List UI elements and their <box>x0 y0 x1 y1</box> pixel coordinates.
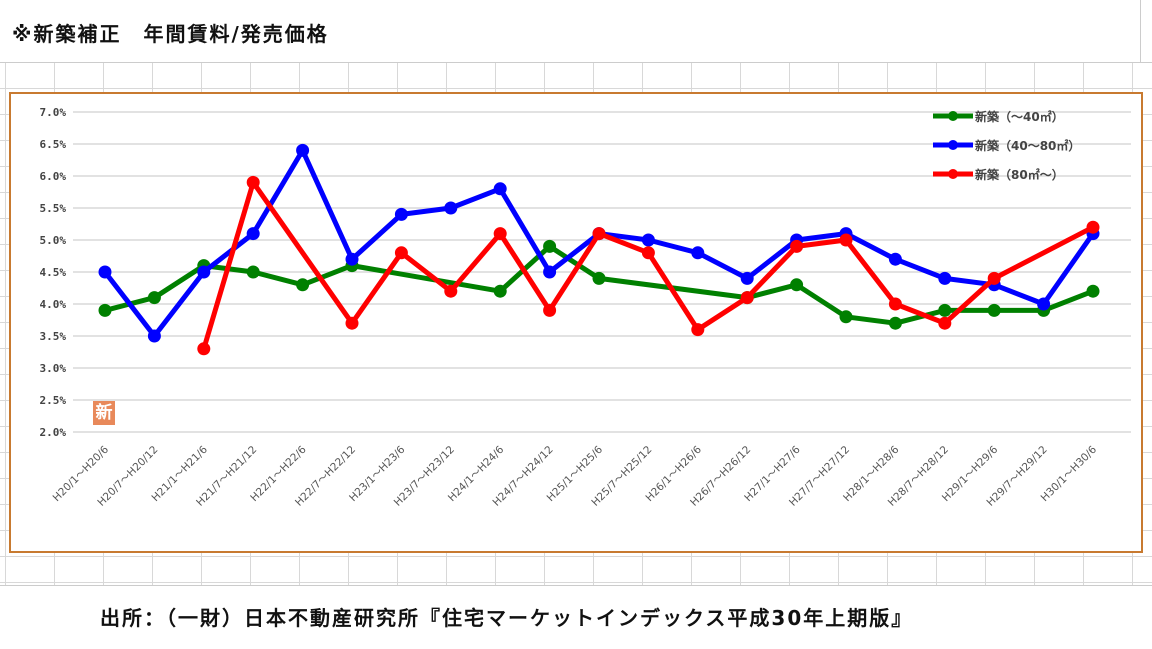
data-point <box>888 297 902 311</box>
data-point <box>246 265 260 279</box>
y-tick-label: 6.0% <box>40 170 67 183</box>
data-point <box>543 239 557 253</box>
y-tick-label: 4.5% <box>40 266 67 279</box>
data-point <box>987 271 1001 285</box>
page-title: ※新築補正 年間賃料/発売価格 <box>12 22 329 46</box>
data-point <box>147 291 161 305</box>
data-point <box>246 227 260 241</box>
data-point <box>592 271 606 285</box>
data-point <box>543 303 557 317</box>
data-point <box>790 239 804 253</box>
data-point <box>691 246 705 260</box>
data-point <box>493 182 507 196</box>
data-point <box>345 316 359 330</box>
header-band <box>0 0 1152 63</box>
data-point <box>641 233 655 247</box>
legend-label: 新築（80㎡～） <box>975 167 1064 182</box>
data-point <box>147 329 161 343</box>
data-point <box>98 303 112 317</box>
data-point <box>246 175 260 189</box>
footer-band <box>0 585 1152 649</box>
y-tick-label: 7.0% <box>40 106 67 119</box>
data-point <box>493 284 507 298</box>
new-badge-icon: 新 <box>93 401 115 425</box>
y-tick-label: 3.0% <box>40 362 67 375</box>
data-point <box>740 291 754 305</box>
data-point <box>839 310 853 324</box>
legend-label: 新築（40～80㎡） <box>975 138 1080 153</box>
y-tick-label: 5.0% <box>40 234 67 247</box>
data-point <box>98 265 112 279</box>
data-point <box>444 284 458 298</box>
data-point <box>394 246 408 260</box>
data-point <box>888 316 902 330</box>
data-point <box>641 246 655 260</box>
data-point <box>1086 220 1100 234</box>
data-point <box>543 265 557 279</box>
legend-marker <box>948 169 958 179</box>
chart-container[interactable]: 2.0% 2.5% 3.0% 3.5% 4.0% 4.5% 5.0% 5.5% 6.0% 6.5%… <box>9 92 1143 553</box>
data-point <box>740 271 754 285</box>
data-point <box>296 143 310 157</box>
data-point <box>938 271 952 285</box>
y-tick-label: 2.0% <box>40 426 67 439</box>
cell-divider <box>1140 0 1141 62</box>
data-point <box>444 201 458 215</box>
legend-marker <box>948 140 958 150</box>
legend-label: 新築（～40㎡） <box>975 109 1064 124</box>
line-chart: 2.0% 2.5% 3.0% 3.5% 4.0% 4.5% 5.0% 5.5% 6.0% 6.5%… <box>40 106 1131 509</box>
data-point <box>839 233 853 247</box>
y-tick-label: 2.5% <box>40 394 67 407</box>
data-point <box>1037 297 1051 311</box>
data-point <box>987 303 1001 317</box>
data-point <box>493 227 507 241</box>
y-tick-label: 6.5% <box>40 138 67 151</box>
data-point <box>197 265 211 279</box>
data-point <box>197 342 211 356</box>
data-point <box>394 207 408 221</box>
y-tick-label: 5.5% <box>40 202 67 215</box>
y-tick-label: 4.0% <box>40 298 67 311</box>
data-point <box>888 252 902 266</box>
data-point <box>938 303 952 317</box>
data-point <box>691 323 705 337</box>
source-footer: 出所：（一財）日本不動産研究所『住宅マーケットインデックス平成30年上期版』 <box>100 606 914 630</box>
legend-marker <box>948 111 958 121</box>
data-point <box>790 278 804 292</box>
data-point <box>592 227 606 241</box>
y-tick-label: 3.5% <box>40 330 67 343</box>
data-point <box>345 252 359 266</box>
data-point <box>296 278 310 292</box>
data-point <box>1086 284 1100 298</box>
data-point <box>938 316 952 330</box>
